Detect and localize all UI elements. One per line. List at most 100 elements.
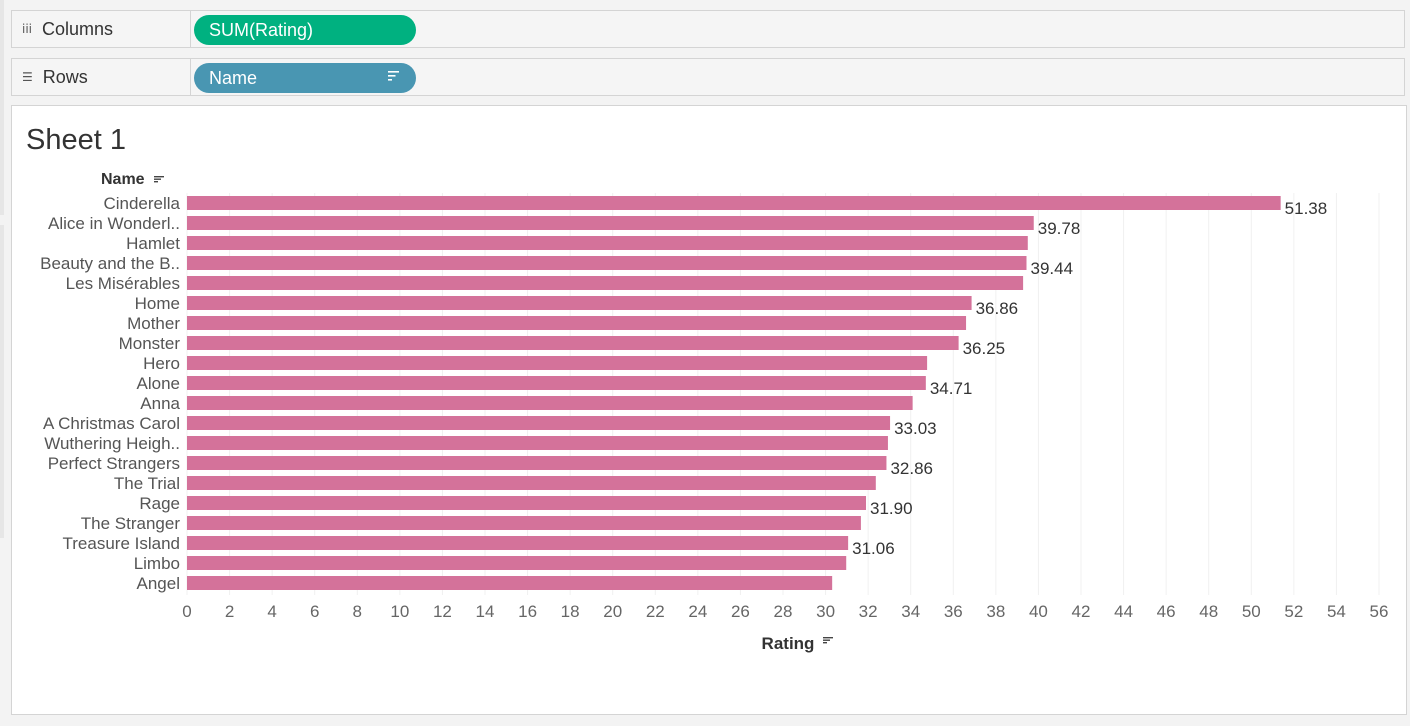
x-tick-label: 26 [731, 602, 750, 621]
category-label[interactable]: Hamlet [126, 234, 180, 253]
x-tick-label: 28 [774, 602, 793, 621]
x-tick-label: 22 [646, 602, 665, 621]
sum-rating-pill[interactable]: SUM(Rating) [194, 15, 416, 45]
x-tick-label: 20 [603, 602, 622, 621]
data-label: 31.90 [870, 499, 913, 518]
x-tick-label: 0 [182, 602, 191, 621]
bar[interactable] [187, 356, 928, 370]
x-tick-label: 54 [1327, 602, 1346, 621]
bar[interactable] [187, 416, 891, 430]
x-tick-label: 32 [859, 602, 878, 621]
x-tick-label: 2 [225, 602, 234, 621]
category-label[interactable]: Wuthering Heigh.. [44, 434, 180, 453]
rows-shelf[interactable]: ☰ Rows Name [11, 58, 1405, 96]
bar[interactable] [187, 216, 1034, 230]
category-label[interactable]: Beauty and the B.. [40, 254, 180, 273]
bar[interactable] [187, 376, 926, 390]
category-label[interactable]: Treasure Island [63, 534, 180, 553]
rows-shelf-label: ☰ Rows [12, 59, 191, 95]
name-pill-label: Name [209, 67, 258, 88]
row-header-sort-icon[interactable] [154, 176, 164, 183]
bar[interactable] [187, 296, 972, 310]
category-label[interactable]: Limbo [134, 554, 180, 573]
data-label: 32.86 [890, 459, 933, 478]
bar[interactable] [187, 556, 847, 570]
sort-descending-icon[interactable] [388, 70, 400, 82]
bar[interactable] [187, 576, 833, 590]
x-tick-label: 40 [1029, 602, 1048, 621]
x-axis-title: Rating [762, 634, 815, 653]
bar[interactable] [187, 456, 887, 470]
data-label: 36.25 [963, 339, 1006, 358]
category-label[interactable]: Alice in Wonderl.. [48, 214, 180, 233]
x-tick-label: 50 [1242, 602, 1261, 621]
left-panel-edge [0, 0, 4, 215]
columns-label: Columns [42, 18, 114, 39]
bar[interactable] [187, 436, 888, 450]
category-label[interactable]: Angel [137, 574, 180, 593]
x-tick-label: 6 [310, 602, 319, 621]
category-label[interactable]: A Christmas Carol [43, 414, 180, 433]
category-label[interactable]: Rage [139, 494, 180, 513]
bar[interactable] [187, 476, 876, 490]
data-label: 33.03 [894, 419, 937, 438]
rows-label: Rows [42, 66, 88, 87]
category-label[interactable]: The Trial [114, 474, 180, 493]
x-tick-label: 46 [1157, 602, 1176, 621]
bar[interactable] [187, 536, 849, 550]
category-label[interactable]: Perfect Strangers [48, 454, 180, 473]
row-header-name: Name [101, 171, 145, 188]
x-tick-label: 48 [1199, 602, 1218, 621]
x-tick-label: 4 [267, 602, 276, 621]
category-label[interactable]: Cinderella [103, 194, 180, 213]
data-label: 39.78 [1038, 219, 1081, 238]
x-tick-label: 12 [433, 602, 452, 621]
worksheet-view: Sheet 1 Name Cinderella 51.38 Alice in Wond… [11, 105, 1407, 715]
bar[interactable] [187, 276, 1024, 290]
bar[interactable] [187, 516, 861, 530]
rows-icon: ☰ [22, 70, 33, 84]
columns-icon: iii [22, 22, 33, 36]
x-tick-label: 44 [1114, 602, 1133, 621]
data-label: 31.06 [852, 539, 895, 558]
data-label: 39.44 [1031, 259, 1074, 278]
category-label[interactable]: Home [135, 294, 180, 313]
category-label[interactable]: Alone [137, 374, 180, 393]
x-tick-label: 52 [1284, 602, 1303, 621]
category-label[interactable]: Mother [127, 314, 180, 333]
category-label[interactable]: Anna [140, 394, 180, 413]
x-tick-label: 34 [901, 602, 920, 621]
x-tick-label: 14 [476, 602, 495, 621]
bar[interactable] [187, 196, 1281, 210]
bar[interactable] [187, 496, 867, 510]
bar[interactable] [187, 236, 1028, 250]
columns-shelf[interactable]: iii Columns SUM(Rating) [11, 10, 1405, 48]
bar[interactable] [187, 256, 1027, 270]
sum-rating-pill-label: SUM(Rating) [209, 19, 314, 40]
name-pill[interactable]: Name [194, 63, 416, 93]
x-tick-label: 30 [816, 602, 835, 621]
data-label: 34.71 [930, 379, 973, 398]
x-tick-label: 18 [561, 602, 580, 621]
x-tick-label: 16 [518, 602, 537, 621]
x-tick-label: 36 [944, 602, 963, 621]
x-axis-sort-icon[interactable] [823, 637, 833, 644]
data-label: 36.86 [976, 299, 1019, 318]
bar[interactable] [187, 396, 913, 410]
bar[interactable] [187, 336, 959, 350]
x-tick-label: 8 [353, 602, 362, 621]
left-panel-edge [0, 225, 4, 538]
columns-shelf-label: iii Columns [12, 11, 191, 47]
category-label[interactable]: Hero [143, 354, 180, 373]
x-tick-label: 10 [390, 602, 409, 621]
x-tick-label: 38 [986, 602, 1005, 621]
bar[interactable] [187, 316, 967, 330]
data-label: 51.38 [1285, 199, 1328, 218]
x-tick-label: 42 [1072, 602, 1091, 621]
sheet-title: Sheet 1 [26, 124, 126, 156]
category-label[interactable]: Les Misérables [66, 274, 180, 293]
bar-chart: Name Cinderella 51.38 Alice in Wonderl.. 39.… [40, 171, 1389, 653]
category-label[interactable]: The Stranger [81, 514, 181, 533]
category-label[interactable]: Monster [119, 334, 181, 353]
x-tick-label: 56 [1370, 602, 1389, 621]
